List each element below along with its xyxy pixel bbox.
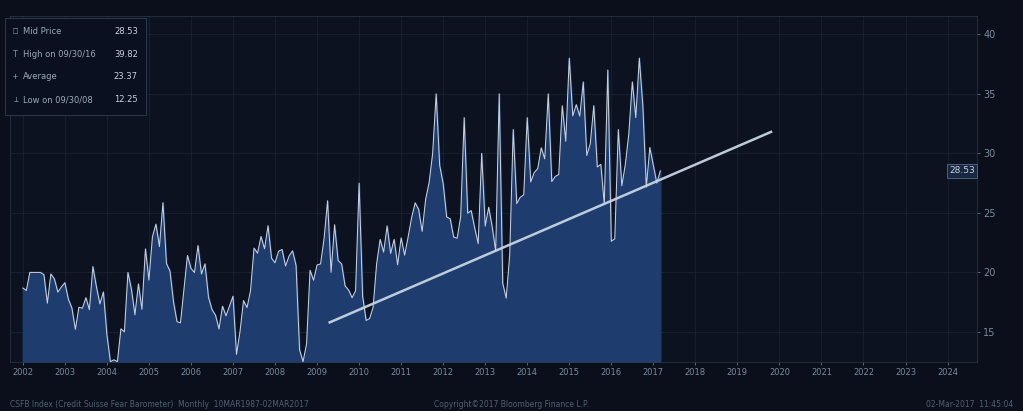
FancyBboxPatch shape: [5, 18, 145, 115]
Text: Copyright©2017 Bloomberg Finance L.P.: Copyright©2017 Bloomberg Finance L.P.: [434, 400, 589, 409]
Text: Average: Average: [23, 72, 57, 81]
Text: 12.25: 12.25: [115, 95, 138, 104]
Text: 39.82: 39.82: [114, 50, 138, 59]
Text: 28.53: 28.53: [114, 27, 138, 36]
Text: +: +: [13, 72, 18, 81]
Text: 28.53: 28.53: [949, 166, 975, 175]
Text: High on 09/30/16: High on 09/30/16: [23, 50, 95, 59]
Text: □: □: [13, 27, 18, 36]
Text: ⊥: ⊥: [13, 95, 18, 104]
Text: Low on 09/30/08: Low on 09/30/08: [23, 95, 92, 104]
Text: Mid Price: Mid Price: [23, 27, 61, 36]
Text: T: T: [13, 50, 18, 59]
Text: 23.37: 23.37: [114, 72, 138, 81]
Text: 02-Mar-2017  11:45:04: 02-Mar-2017 11:45:04: [926, 400, 1013, 409]
Text: CSFB Index (Credit Suisse Fear Barometer)  Monthly  10MAR1987-02MAR2017: CSFB Index (Credit Suisse Fear Barometer…: [10, 400, 309, 409]
